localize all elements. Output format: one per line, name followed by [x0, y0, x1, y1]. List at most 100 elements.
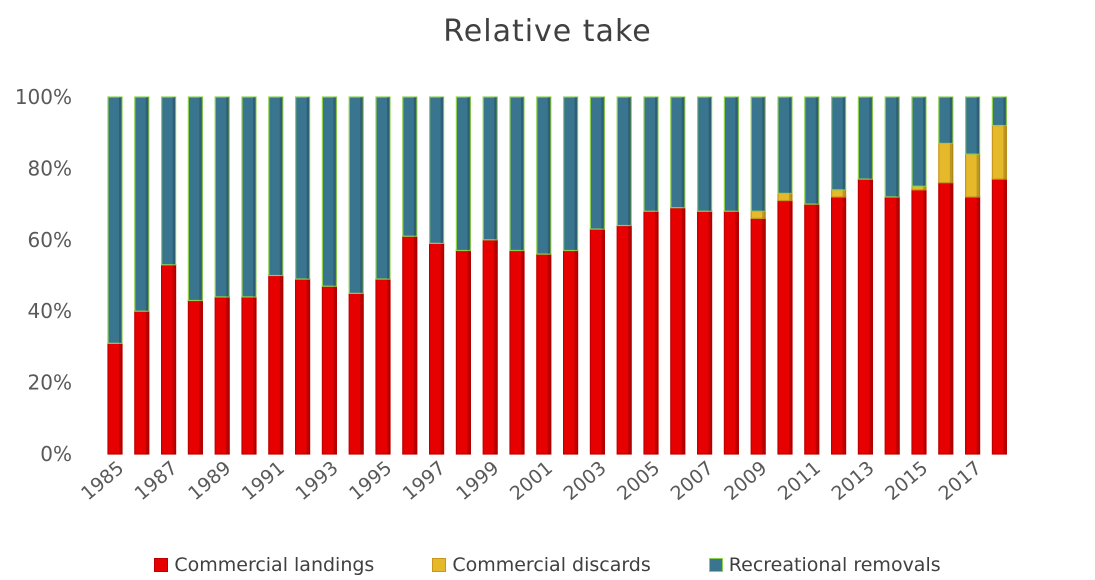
bar-shade	[279, 97, 283, 276]
y-tick-label: 60%	[28, 228, 72, 252]
bar-shade	[842, 97, 846, 190]
bar-shade	[119, 343, 122, 454]
bar-shade	[119, 97, 122, 344]
bar-shade	[708, 97, 712, 212]
bar-shade	[145, 311, 149, 454]
bar-shade	[762, 211, 766, 219]
bar-shade	[681, 97, 685, 208]
bar-recreational-removals-1986	[134, 96, 150, 312]
bar-recreational-removals-2013	[857, 96, 874, 180]
bar-recreational-removals-1998	[455, 96, 471, 252]
x-tick-label: 1995	[345, 457, 396, 505]
bar-recreational-removals-1991	[268, 96, 284, 277]
bar-recreational-removals-2014	[884, 96, 900, 198]
x-tick-label: 1989	[184, 457, 235, 505]
bar-shade	[815, 204, 819, 454]
bar-recreational-removals-2017	[964, 96, 981, 155]
legend-item-commercial-landings: Commercial landings	[154, 554, 374, 576]
bar-recreational-removals-2006	[670, 96, 686, 209]
bar-shade	[1003, 179, 1007, 455]
bar-shade	[521, 97, 524, 251]
bar-shade	[226, 296, 230, 454]
bar-shade	[333, 97, 337, 287]
bar-shade	[655, 211, 658, 454]
bar-shade	[789, 97, 792, 194]
bar-shade	[976, 97, 980, 155]
bar-shade	[467, 250, 471, 454]
bar-recreational-removals-2004	[616, 96, 632, 227]
legend-label-commercial-discards: Commercial discards	[452, 554, 651, 576]
bar-shade	[1003, 97, 1007, 126]
bar-shade	[306, 279, 310, 454]
bar-recreational-removals-2007	[696, 96, 713, 212]
bar-recreational-removals-1994	[348, 96, 364, 294]
bar-shade	[413, 97, 417, 237]
y-tick-label: 0%	[40, 442, 72, 466]
x-tick-label: 2009	[720, 457, 771, 505]
y-tick-label: 20%	[28, 371, 72, 395]
legend-swatch-commercial-landings	[154, 558, 169, 572]
bar-shade	[681, 207, 685, 454]
bar-recreational-removals-1997	[429, 96, 445, 244]
y-tick-label: 40%	[28, 299, 72, 323]
legend-label-recreational-removals: Recreational removals	[728, 554, 941, 576]
bar-shade	[253, 296, 256, 454]
bar-shade	[601, 229, 605, 454]
bar-shade	[923, 97, 926, 187]
bar-shade	[387, 279, 390, 454]
bar-shade	[762, 97, 766, 212]
bar-shade	[279, 275, 283, 454]
bar-recreational-removals-1995	[375, 96, 391, 280]
bar-recreational-removals-2008	[723, 96, 740, 212]
bar-recreational-removals-2010	[777, 96, 793, 194]
x-tick-label: 2007	[667, 457, 718, 505]
bar-shade	[923, 189, 926, 454]
bar-shade	[923, 186, 926, 190]
legend-swatch-recreational-removals	[708, 558, 723, 572]
legend-swatch-commercial-discards	[432, 558, 447, 572]
x-tick-label: 2013	[827, 457, 878, 505]
x-tick-label: 2011	[774, 457, 825, 505]
bar-recreational-removals-2016	[938, 96, 954, 145]
bar-recreational-removals-2001	[536, 96, 552, 255]
bar-shade	[172, 97, 176, 265]
bar-shade	[628, 97, 632, 226]
bar-shade	[360, 293, 364, 454]
bar-shade	[949, 182, 953, 454]
bar-shade	[949, 97, 953, 144]
x-tick-label: 2005	[613, 457, 664, 505]
bar-recreational-removals-2000	[509, 96, 525, 252]
bar-shade	[976, 196, 980, 454]
bar-recreational-removals-2018	[991, 96, 1008, 127]
x-tick-label: 2003	[559, 457, 610, 505]
bar-shade	[789, 200, 792, 454]
bar-shade	[601, 97, 605, 230]
bar-shade	[387, 97, 390, 280]
x-tick-label: 1987	[131, 457, 182, 505]
bar-recreational-removals-2009	[750, 96, 766, 212]
bar-shade	[413, 236, 417, 454]
bar-recreational-removals-1985	[107, 96, 123, 344]
bar-recreational-removals-1996	[402, 96, 418, 237]
x-tick-label: 1999	[452, 457, 503, 505]
bar-shade	[815, 97, 819, 205]
bar-shade	[494, 239, 498, 454]
legend-item-recreational-removals: Recreational removals	[708, 554, 941, 576]
bar-shade	[869, 97, 873, 180]
bar-shade	[547, 254, 551, 454]
bar-shade	[949, 143, 953, 183]
bar-recreational-removals-2012	[830, 96, 847, 191]
bar-shade	[440, 97, 444, 244]
bar-shade	[521, 250, 524, 454]
bar-recreational-removals-2015	[911, 96, 927, 187]
bar-shade	[1003, 125, 1007, 180]
bar-shade	[842, 189, 846, 197]
y-tick-label: 80%	[28, 156, 72, 180]
bar-shade	[708, 211, 712, 454]
x-tick-label: 1993	[291, 457, 342, 505]
bar-shade	[253, 97, 256, 297]
bar-shade	[199, 97, 203, 301]
bar-recreational-removals-1993	[321, 96, 337, 287]
chart-legend: Commercial landings Commercial discards …	[0, 552, 1095, 578]
